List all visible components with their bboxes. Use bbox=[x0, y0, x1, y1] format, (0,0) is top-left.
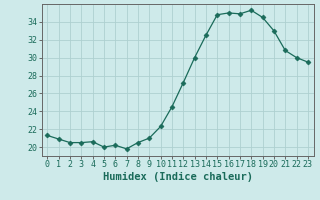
X-axis label: Humidex (Indice chaleur): Humidex (Indice chaleur) bbox=[103, 172, 252, 182]
